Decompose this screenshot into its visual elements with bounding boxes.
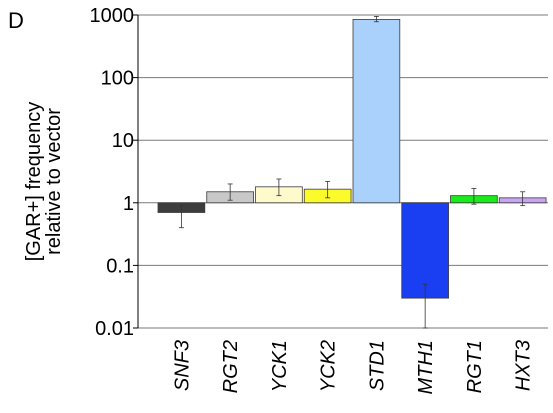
y-tick-label: 1 [123,193,134,215]
y-tick-label: 0.1 [106,255,134,277]
panel-label: D [8,8,24,33]
x-tick-label: STD1 [366,340,388,391]
y-tick-label: 100 [101,68,134,90]
y-axis-title-line2: relative to vector [43,108,65,255]
x-tick-label: YCK2 [318,340,340,392]
x-tick-label: YCK1 [269,340,291,392]
y-axis: 1000 100 10 1 0.1 0.01 [90,5,139,340]
x-tick-label: HXT3 [513,340,535,391]
y-tick-label: 0.01 [95,318,134,340]
y-tick-label: 1000 [90,5,135,27]
y-axis-title-line1: [GAR+] frequency [23,102,45,262]
bar-std1 [352,19,401,204]
bar-mth1 [401,202,449,299]
x-tick-label: MTH1 [415,340,437,394]
x-tick-label: SNF3 [171,340,193,391]
bars [157,19,547,299]
error-bars [178,15,526,329]
x-tick-label: RGT2 [220,340,242,393]
y-tick-label: 10 [112,130,134,152]
gridlines [138,14,548,329]
x-tick-label: RGT1 [464,340,486,393]
x-tick-labels: SNF3 RGT2 YCK1 YCK2 STD1 MTH1 RGT1 HXT3 [171,340,534,394]
